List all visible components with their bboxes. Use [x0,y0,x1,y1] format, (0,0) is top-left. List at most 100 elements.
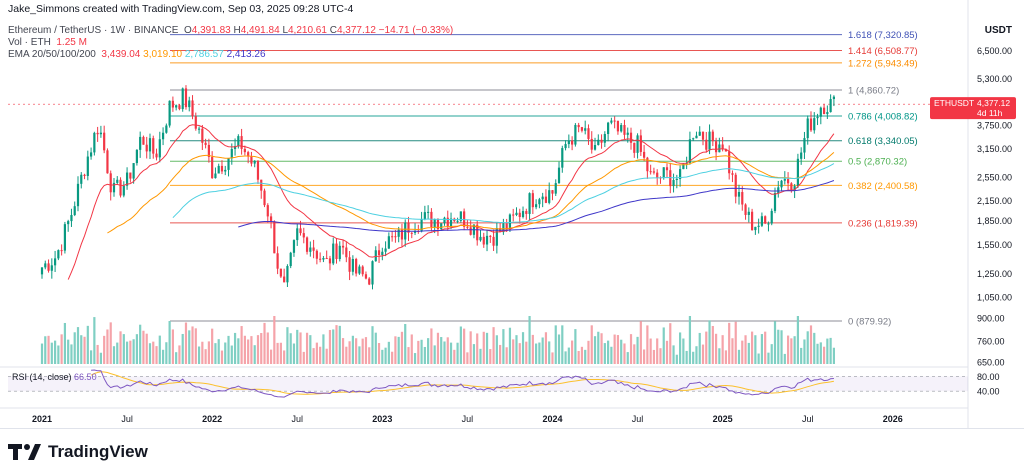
candle-body [165,125,168,133]
volume-bar [355,338,358,364]
candle-body [374,250,377,262]
candle-body [256,160,260,180]
tradingview-logo[interactable]: TradingView [8,442,148,462]
candle-body [695,135,698,139]
candle-body [770,210,773,224]
candle-body [721,144,724,150]
volume-bar [449,342,453,364]
candle-body [603,134,606,143]
volume-bar [482,331,485,364]
candle-body [211,156,214,179]
candle-body [600,139,603,143]
volume-bar [780,330,783,364]
volume-bar [302,351,305,364]
volume-bar [518,343,521,364]
volume-bar [515,335,518,364]
ema-legend[interactable]: EMA 20/50/100/200 3,439.04 3,019.10 2,78… [8,49,266,60]
candle-body [237,136,240,147]
volume-bar [368,347,371,364]
candle-body [708,131,711,150]
candle-body [364,274,368,279]
candle-body [168,100,171,126]
candle-body [387,236,390,249]
fib-level-label: 0.236 (1,819.39) [848,218,918,229]
last-price-tag-value: 4,377.12 [977,98,1010,108]
volume-bar [688,316,692,364]
volume-bar [191,326,194,364]
volume-bar [777,329,780,364]
candle-body [692,138,695,140]
volume-bar [309,335,312,364]
candle-body [800,152,803,159]
candle-body [607,122,610,135]
x-tick-label: 2025 [713,414,733,424]
volume-bar [122,334,125,364]
volume-bar [404,324,407,364]
candle-body [515,212,518,216]
rsi-legend[interactable]: RSI (14, close) 66.50 [12,372,97,382]
candle-body [525,211,528,214]
volume-bar [139,324,142,364]
candle-body [158,139,161,158]
volume-legend[interactable]: Vol · ETH 1.25 M [8,37,87,48]
volume-bar [711,325,714,364]
candle-body [662,167,665,178]
volume-bar [89,350,93,364]
volume-bar [584,349,587,364]
candle-body [672,179,675,187]
candle-body [106,150,109,174]
volume-bar [220,350,224,364]
volume-bar [669,323,672,364]
candle-body [103,132,106,151]
volume-bar [446,337,449,364]
volume-bar [227,335,230,364]
candle-body [796,158,800,187]
volume-bar [567,347,570,364]
symbol-label[interactable]: Ethereum / TetherUS · 1W · BINANCE [8,25,179,36]
candle-body [338,245,341,260]
volume-bar [217,339,220,364]
candle-body [155,153,158,158]
candle-body [760,216,764,226]
candle-body [512,214,515,216]
volume-bar [247,339,250,364]
volume-bar [155,346,158,364]
candle-body [639,135,642,152]
candle-body [325,258,328,260]
candle-body [616,120,620,132]
candle-body [410,232,413,234]
rsi-tick-label: 40.00 [977,387,1000,397]
volume-bar [319,346,322,364]
volume-bar [551,352,554,364]
candle-body [665,167,669,171]
last-price-tag [930,97,1016,120]
candle-body [233,146,237,149]
candle-body [643,151,646,158]
candle-body [250,156,253,164]
volume-bar [260,333,263,364]
candle-body [391,236,394,238]
volume-bar [508,327,512,364]
volume-bar [410,334,413,364]
volume-bar [538,342,541,364]
candle-body [178,105,181,110]
volume-bar [783,353,786,364]
volume-bar [754,335,757,364]
volume-bar [132,339,135,364]
candle-body [394,236,397,238]
volume-bar [760,334,764,364]
volume-bar [463,328,466,364]
volume-bar [682,338,685,364]
volume-bar [279,342,282,364]
candle-body [260,179,263,191]
price-chart[interactable]: 6,500.005,300.004,500.003,750.003,150.00… [0,0,1024,428]
ema-20-line [67,124,835,280]
candle-body [505,223,508,230]
volume-bar [757,353,760,364]
volume-bar [829,337,832,364]
candle-body [247,152,250,157]
volume-bar [70,344,73,364]
volume-bar [832,347,835,364]
currency-label[interactable]: USDT [984,25,1012,36]
candle-body [299,228,302,234]
